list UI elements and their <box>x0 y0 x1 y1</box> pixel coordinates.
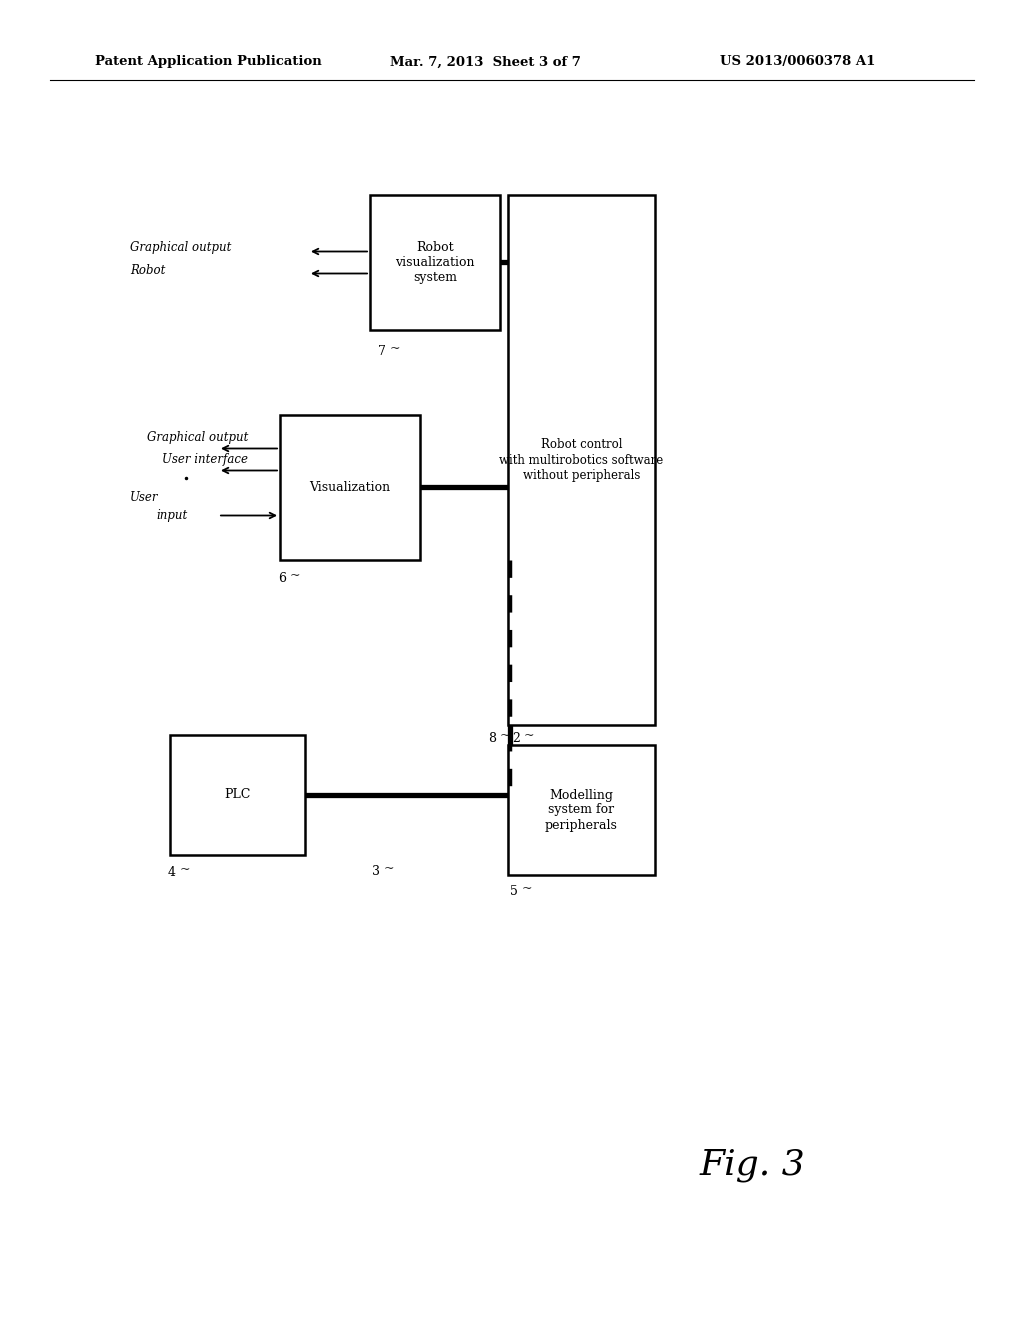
Text: Fig. 3: Fig. 3 <box>700 1148 806 1181</box>
Bar <box>508 744 655 875</box>
Text: ~: ~ <box>524 729 535 742</box>
Bar <box>508 195 655 725</box>
Text: Robot: Robot <box>130 264 165 276</box>
Text: User: User <box>130 491 159 504</box>
Text: ~: ~ <box>180 863 190 876</box>
Text: Graphical output: Graphical output <box>147 432 249 444</box>
Text: 5: 5 <box>510 884 518 898</box>
Bar <box>280 414 420 560</box>
Text: 2: 2 <box>512 733 520 744</box>
Bar <box>170 735 305 855</box>
Bar <box>370 195 500 330</box>
Text: ~: ~ <box>500 729 511 742</box>
Text: 3: 3 <box>372 865 380 878</box>
Text: Visualization: Visualization <box>309 480 390 494</box>
Text: Modelling
system for
peripherals: Modelling system for peripherals <box>545 788 617 832</box>
Text: ~: ~ <box>390 342 400 355</box>
Text: US 2013/0060378 A1: US 2013/0060378 A1 <box>720 55 876 69</box>
Text: Robot control
with multirobotics software
without peripherals: Robot control with multirobotics softwar… <box>500 438 664 482</box>
Text: 7: 7 <box>378 345 386 358</box>
Text: Mar. 7, 2013  Sheet 3 of 7: Mar. 7, 2013 Sheet 3 of 7 <box>390 55 581 69</box>
Text: PLC: PLC <box>224 788 251 801</box>
Text: 4: 4 <box>168 866 176 879</box>
Text: ~: ~ <box>290 569 300 582</box>
Text: Patent Application Publication: Patent Application Publication <box>95 55 322 69</box>
Text: ~: ~ <box>384 862 394 875</box>
Text: input: input <box>156 510 187 521</box>
Text: Graphical output: Graphical output <box>130 242 231 255</box>
Text: Robot
visualization
system: Robot visualization system <box>395 242 475 284</box>
Text: 6: 6 <box>278 572 286 585</box>
Text: 8: 8 <box>488 733 496 744</box>
Text: ~: ~ <box>522 882 532 895</box>
Text: User interface: User interface <box>162 453 248 466</box>
